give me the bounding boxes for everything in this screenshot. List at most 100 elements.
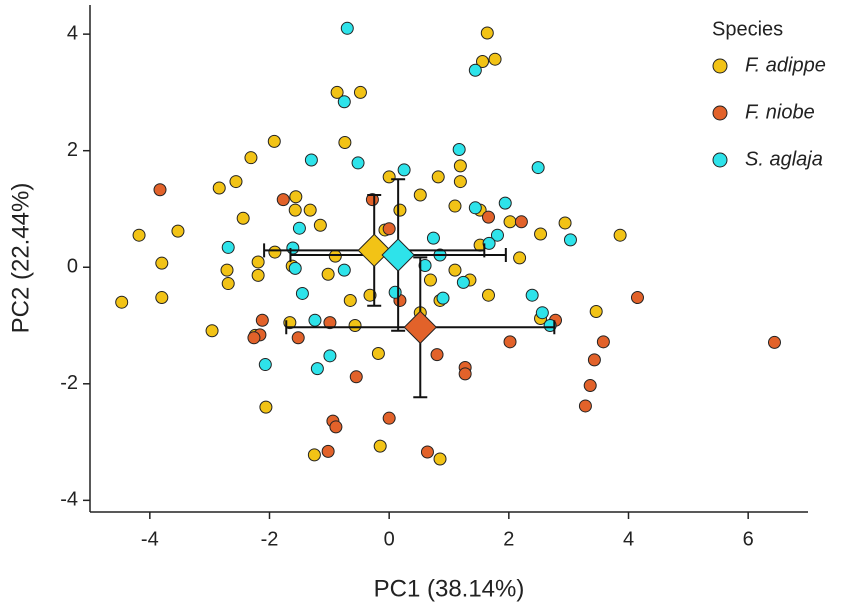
point: [132, 228, 146, 242]
point: [382, 170, 396, 184]
point: [295, 286, 309, 300]
point: [328, 249, 342, 263]
point: [458, 367, 472, 381]
point: [155, 291, 169, 305]
legend-swatch: [712, 152, 728, 168]
y-tick-label: -2: [60, 372, 78, 394]
point: [436, 291, 450, 305]
point: [338, 136, 352, 150]
point: [363, 288, 377, 302]
point: [448, 199, 462, 213]
point: [452, 143, 466, 157]
point: [534, 227, 548, 241]
x-tick-label: -4: [141, 528, 159, 550]
point: [340, 21, 354, 35]
point: [583, 379, 597, 393]
point: [514, 215, 528, 229]
point: [323, 316, 337, 330]
point: [413, 188, 427, 202]
point: [259, 400, 273, 414]
point: [251, 268, 265, 282]
point: [155, 256, 169, 270]
point: [236, 211, 250, 225]
point: [498, 196, 512, 210]
point: [373, 439, 387, 453]
point: [221, 240, 235, 254]
x-tick-label: 6: [743, 528, 754, 550]
x-tick-label: -2: [261, 528, 279, 550]
x-tick-label: 0: [384, 528, 395, 550]
legend-label: S. aglaja: [745, 148, 823, 170]
point: [423, 273, 437, 287]
point: [365, 193, 379, 207]
point: [482, 236, 496, 250]
point: [255, 313, 269, 327]
point: [531, 161, 545, 175]
point: [431, 170, 445, 184]
point: [289, 190, 303, 204]
point: [578, 399, 592, 413]
y-tick-label: 0: [67, 256, 78, 278]
point: [308, 313, 322, 327]
point: [468, 201, 482, 215]
point: [351, 156, 365, 170]
point: [251, 255, 265, 269]
point: [321, 444, 335, 458]
point: [535, 306, 549, 320]
point: [349, 370, 363, 384]
point: [596, 335, 610, 349]
legend-swatch: [712, 105, 728, 121]
point: [337, 263, 351, 277]
point: [229, 175, 243, 189]
point: [313, 218, 327, 232]
point: [286, 241, 300, 255]
point: [382, 222, 396, 236]
point: [267, 134, 281, 148]
mean-marker: [357, 233, 391, 268]
point: [115, 295, 129, 309]
point: [613, 228, 627, 242]
point: [291, 331, 305, 345]
point: [292, 221, 306, 235]
point: [258, 358, 272, 372]
point: [307, 448, 321, 462]
point: [221, 277, 235, 291]
point: [767, 335, 781, 349]
point: [488, 52, 502, 66]
point: [393, 203, 407, 217]
point: [503, 335, 517, 349]
point: [247, 331, 261, 345]
point: [212, 181, 226, 195]
point: [330, 85, 344, 99]
point: [543, 319, 557, 333]
x-tick-label: 2: [503, 528, 514, 550]
point: [244, 151, 258, 165]
point: [205, 324, 219, 338]
mean-marker: [403, 310, 437, 344]
point: [481, 288, 495, 302]
point: [353, 85, 367, 99]
legend-title: Species: [712, 18, 783, 40]
point: [171, 224, 185, 238]
point: [426, 231, 440, 245]
legend-swatch: [712, 58, 728, 74]
point: [563, 233, 577, 247]
point: [525, 288, 539, 302]
x-tick-label: 4: [623, 528, 634, 550]
point: [430, 348, 444, 362]
point: [476, 55, 490, 69]
point: [288, 203, 302, 217]
point: [503, 215, 517, 229]
point: [481, 210, 495, 224]
point: [433, 452, 447, 466]
point: [587, 353, 601, 367]
point: [288, 261, 302, 275]
legend-label: F. adippe: [745, 54, 826, 76]
point: [453, 159, 467, 173]
point: [630, 291, 644, 305]
point: [382, 411, 396, 425]
point: [558, 216, 572, 230]
mean-marker: [381, 238, 415, 272]
